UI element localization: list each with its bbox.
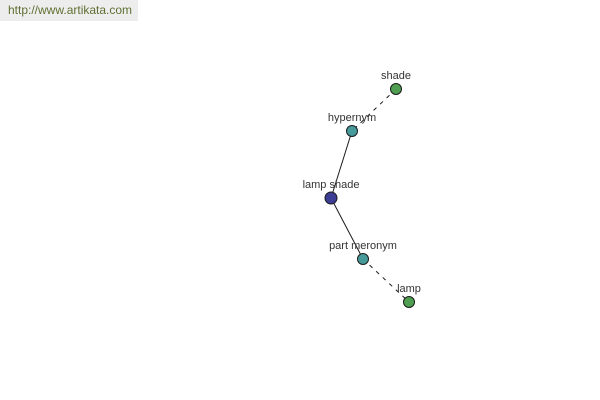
node-label-lamp: lamp <box>397 283 421 295</box>
node-label-hypernym: hypernym <box>328 112 376 124</box>
node-lamp-shade[interactable] <box>324 191 338 205</box>
edge-shade-hypernym <box>351 88 397 132</box>
node-shade[interactable] <box>390 83 402 95</box>
edge-lamp-shade-part-meronym <box>330 197 364 260</box>
edge-hypernym-lamp-shade <box>330 130 353 199</box>
node-label-lamp-shade: lamp shade <box>303 179 360 191</box>
node-label-part-meronym: part meronym <box>329 240 397 252</box>
node-lamp[interactable] <box>403 296 415 308</box>
node-hypernym[interactable] <box>346 125 358 137</box>
edge-part-meronym-lamp <box>362 258 410 303</box>
node-label-shade: shade <box>381 70 411 82</box>
node-part-meronym[interactable] <box>357 253 369 265</box>
url-statusbar: http://www.artikata.com <box>0 0 138 21</box>
